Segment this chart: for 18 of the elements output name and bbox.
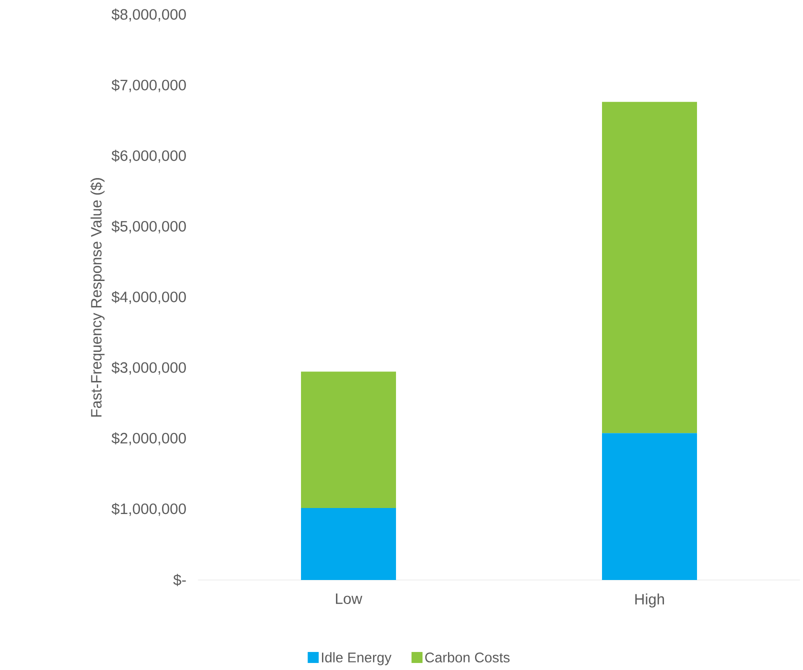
y-tick-label: $2,000,000	[112, 432, 186, 446]
bar	[301, 372, 396, 508]
y-tick-label: $5,000,000	[112, 220, 186, 234]
y-tick-label: $-	[173, 574, 186, 586]
x-tick-label: High	[635, 594, 664, 608]
y-tick-label: $7,000,000	[112, 79, 186, 92]
legend-label: Carbon Costs	[425, 652, 510, 662]
y-tick-label: $8,000,000	[112, 8, 186, 22]
bar	[602, 433, 698, 580]
x-tick-label: Low	[336, 594, 362, 604]
y-tick-label: $6,000,000	[112, 150, 186, 163]
y-tick-label: $4,000,000	[112, 290, 186, 304]
y-tick-label: $3,000,000	[112, 362, 186, 375]
legend-label: Idle Energy	[322, 652, 392, 666]
y-axis-title: Fast-Frequency Response Value ($)	[90, 178, 105, 417]
bar	[301, 508, 396, 580]
y-tick-label: $1,000,000	[112, 502, 186, 516]
bar	[602, 102, 698, 434]
